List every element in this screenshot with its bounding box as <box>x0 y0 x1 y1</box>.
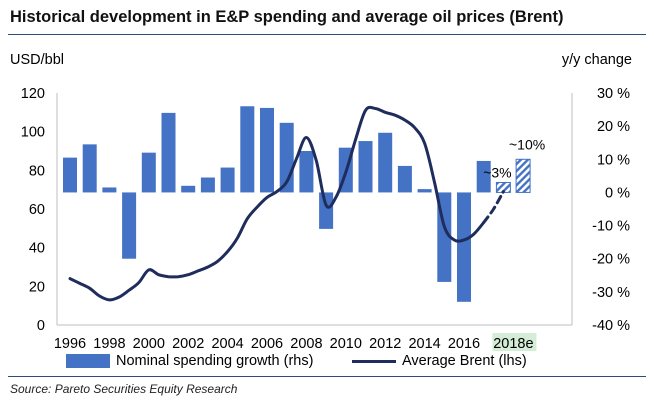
spending-bar-2005 <box>240 106 255 193</box>
x-tick-label: 2014 <box>408 336 440 352</box>
estimate-bar-2019 <box>515 158 531 193</box>
bar-annotation: ~10% <box>509 136 545 152</box>
right-axis-unit: y/y change <box>561 52 632 68</box>
spending-bar-2017 <box>476 160 491 193</box>
right-tick-label: -20 % <box>592 252 630 268</box>
right-tick-label: 0 % <box>605 185 630 201</box>
spending-bar-2002 <box>181 185 196 193</box>
legend-brent-label: Average Brent (lhs) <box>402 353 527 369</box>
left-tick-label: 40 <box>29 241 45 257</box>
spending-bar-2001 <box>161 112 176 193</box>
x-tick-label: 2016 <box>448 336 480 352</box>
x-tick-label: 2006 <box>251 336 283 352</box>
spending-bar-2011 <box>358 141 373 193</box>
x-tick-label: 2010 <box>330 336 362 352</box>
x-tick-label: 2012 <box>369 336 401 352</box>
spending-bar-2003 <box>200 177 215 193</box>
x-tick-label: 2004 <box>211 336 243 352</box>
spending-bar-1999 <box>122 192 137 259</box>
spending-bar-1996 <box>63 157 77 193</box>
right-tick-label: -30 % <box>592 285 630 301</box>
spending-bar-1998 <box>102 187 117 193</box>
x-tick-label: 2002 <box>172 336 204 352</box>
spending-bar-2008 <box>299 151 314 193</box>
x-tick-label: 2018e <box>493 336 533 352</box>
legend-line-swatch <box>352 359 396 363</box>
right-tick-label: -40 % <box>592 318 630 334</box>
spending-bar-2014 <box>417 189 432 193</box>
right-tick-label: 30 % <box>597 86 630 102</box>
x-tick-label: 1996 <box>54 336 86 352</box>
x-tick-label: 1998 <box>93 336 125 352</box>
left-tick-label: 0 <box>37 318 45 334</box>
brent-line <box>68 105 486 302</box>
source-note: Source: Pareto Securities Equity Researc… <box>10 382 238 396</box>
source-bar: Source: Pareto Securities Equity Researc… <box>8 376 646 403</box>
left-tick-label: 20 <box>29 279 45 295</box>
bar-annotation: ~3% <box>483 164 511 180</box>
spending-bar-2013 <box>397 165 412 193</box>
spending-bar-2004 <box>220 167 235 193</box>
spending-bar-2016 <box>457 192 471 302</box>
spending-bar-2012 <box>378 132 393 193</box>
left-tick-label: 60 <box>29 202 45 218</box>
legend-spending-label: Nominal spending growth (rhs) <box>116 353 314 369</box>
right-tick-label: 20 % <box>597 119 630 135</box>
right-tick-label: -10 % <box>592 219 630 235</box>
legend-bar-swatch <box>66 354 110 368</box>
x-tick-label: 2008 <box>290 336 322 352</box>
left-tick-label: 120 <box>21 86 45 102</box>
title-bar: Historical development in E&P spending a… <box>8 4 646 35</box>
estimate-year-highlight <box>492 333 537 351</box>
chart-title: Historical development in E&P spending a… <box>10 8 564 26</box>
right-tick-label: 10 % <box>597 152 630 168</box>
spending-bar-2000 <box>141 152 156 193</box>
spending-bar-2006 <box>260 107 274 193</box>
legend-spending: Nominal spending growth (rhs) <box>66 352 313 370</box>
left-tick-label: 80 <box>29 163 45 179</box>
legend-brent: Average Brent (lhs) <box>352 352 527 370</box>
spending-bar-2009 <box>319 192 334 229</box>
x-tick-label: 2000 <box>133 336 165 352</box>
left-tick-label: 100 <box>21 125 45 141</box>
spending-bar-1997 <box>82 144 97 193</box>
brent-projection-line <box>482 190 505 224</box>
left-axis-unit: USD/bbl <box>10 52 64 68</box>
